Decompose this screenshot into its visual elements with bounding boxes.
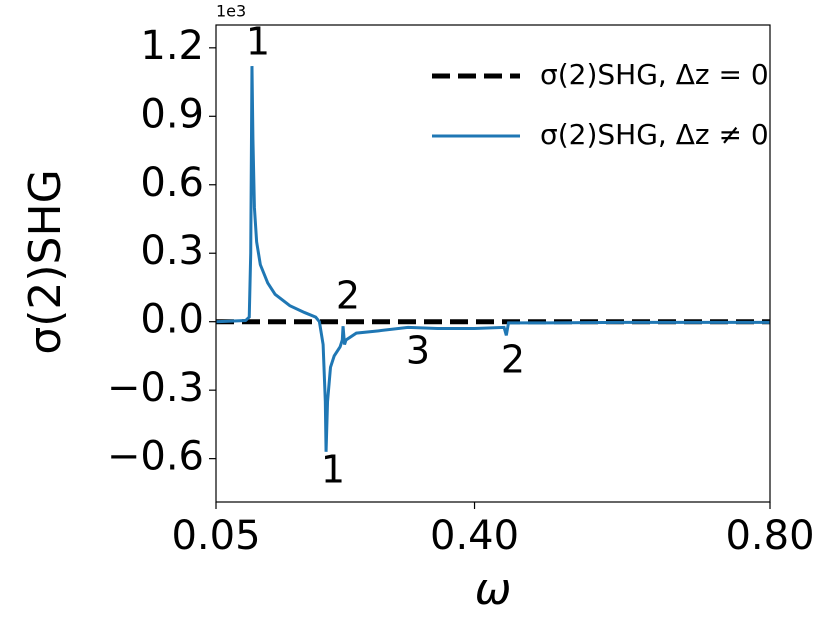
- annotation: 1: [321, 448, 345, 492]
- x-tick-label: 0.05: [171, 513, 260, 559]
- y-tick-label: 1.2: [140, 23, 204, 69]
- y-tick-label: 0.3: [140, 228, 204, 274]
- y-tick-label: 0.6: [140, 160, 204, 206]
- y-tick-label: −0.6: [107, 434, 204, 480]
- legend-label: σ(2)SHG, Δz = 0: [540, 58, 769, 91]
- x-tick-label: 0.80: [725, 513, 814, 559]
- annotation: 2: [501, 338, 525, 382]
- annotation: 1: [246, 20, 270, 64]
- annotation: 3: [406, 329, 430, 373]
- y-offset-label: 1e3: [216, 2, 246, 21]
- y-axis-label: σ(2)SHG: [20, 169, 71, 354]
- annotation: 2: [336, 274, 360, 318]
- x-tick-label: 0.40: [430, 513, 519, 559]
- x-axis-label: ω: [475, 564, 512, 615]
- legend-label: σ(2)SHG, Δz ≠ 0: [540, 118, 769, 151]
- y-tick-label: −0.3: [107, 365, 204, 411]
- y-tick-label: 0.0: [140, 297, 204, 343]
- plot-frame: [215, 24, 771, 503]
- y-tick-label: 0.9: [140, 91, 204, 137]
- series-line: [215, 66, 770, 452]
